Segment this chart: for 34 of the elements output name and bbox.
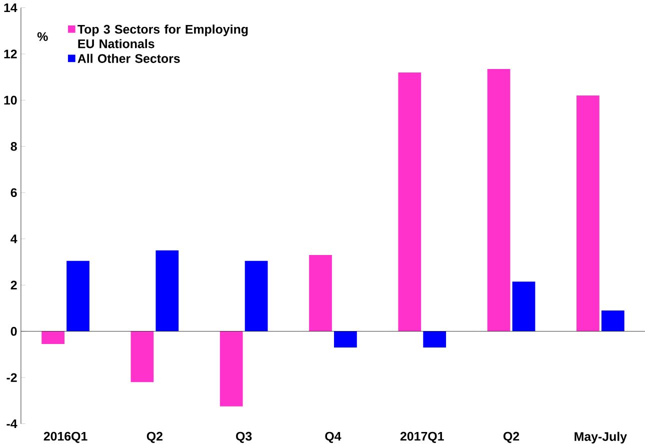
y-axis-title: % (37, 32, 48, 41)
y-tick-label: 8 (10, 142, 17, 151)
bar (601, 310, 624, 332)
x-tick-label: Q2 (146, 432, 162, 444)
bar (487, 69, 510, 332)
bar (220, 331, 243, 406)
y-tick-label: 14 (4, 4, 18, 12)
bar (42, 331, 64, 344)
y-tick-label: 4 (10, 234, 18, 244)
bar (576, 96, 600, 332)
x-tick-label: Q3 (236, 432, 252, 444)
bar (334, 331, 357, 348)
y-tick-label: -4 (6, 420, 18, 428)
bar (512, 282, 536, 332)
y-tick-label: 6 (10, 188, 17, 198)
bar (66, 260, 90, 332)
y-tick-label: 0 (10, 326, 17, 336)
bar (130, 331, 154, 382)
bar (244, 260, 268, 332)
x-tick-label: Q4 (325, 432, 342, 444)
y-tick-label: 10 (4, 96, 17, 105)
legend-label: Top 3 Sectors for Employing EU Nationals (78, 24, 248, 48)
y-tick-label: -2 (6, 373, 17, 382)
bar (423, 331, 446, 348)
legend-label: All Other Sectors (78, 54, 180, 63)
y-tick-label: 12 (4, 50, 17, 58)
x-tick-label: 2017Q1 (400, 432, 444, 444)
y-tick-label: 2 (10, 280, 17, 290)
bar (398, 72, 422, 332)
bar (309, 255, 332, 332)
x-tick-label: 2016Q1 (44, 432, 88, 444)
bar (156, 250, 179, 332)
x-tick-label: Q2 (503, 432, 520, 444)
x-tick-label: May-July (574, 432, 627, 444)
